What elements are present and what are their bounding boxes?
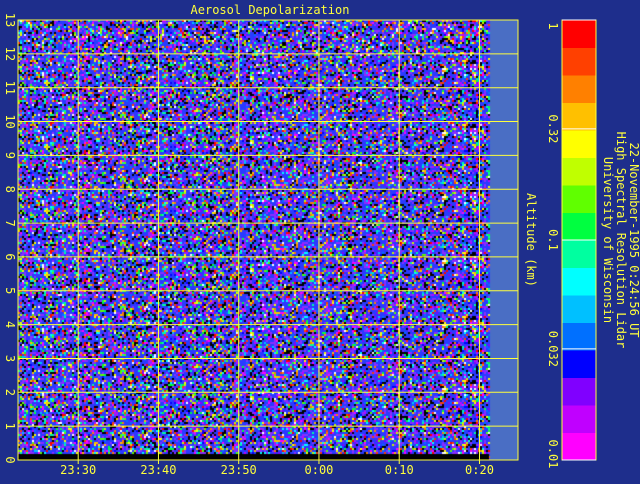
y-tick-label: 13 — [3, 13, 17, 27]
colorbar-segment — [562, 432, 596, 461]
colorbar-gradient — [561, 19, 597, 461]
y-tick-label: 0 — [3, 456, 17, 463]
colorbar-segment — [562, 240, 596, 268]
annotation-timestamp: 22-November-1995 0:24:56 UT — [627, 142, 640, 337]
x-tick-label: 0:00 — [305, 463, 334, 477]
y-tick-label: 11 — [3, 80, 17, 94]
colorbar-segment — [562, 267, 596, 296]
annotation-institution: University of Wisconsin — [601, 157, 615, 323]
colorbar-segment — [562, 157, 596, 186]
colorbar-segment — [562, 405, 596, 433]
y-axis-label: Altitude (km) — [524, 193, 538, 287]
colorbar-segment — [562, 322, 596, 351]
colorbar-tick-label: 0.32 — [546, 114, 560, 143]
y-tick-label: 3 — [3, 355, 17, 362]
colorbar: 0.01 0.032 0.1 0.32 1 — [546, 19, 597, 469]
x-tick-label: 23:50 — [221, 463, 257, 477]
x-tick-label: 0:10 — [385, 463, 414, 477]
colorbar-segment — [562, 350, 596, 378]
x-tick-label: 0:20 — [465, 463, 494, 477]
y-tick-label: 4 — [3, 321, 17, 328]
y-tick-label: 10 — [3, 114, 17, 128]
y-tick-label: 12 — [3, 47, 17, 61]
colorbar-segment — [562, 130, 596, 158]
colorbar-segment — [562, 102, 596, 131]
depolarization-heatmap — [18, 20, 518, 460]
x-tick-label: 23:40 — [140, 463, 176, 477]
y-tick-label: 9 — [3, 152, 17, 159]
colorbar-tick-label: 1 — [546, 22, 560, 29]
y-tick-label: 1 — [3, 423, 17, 430]
colorbar-segment — [562, 212, 596, 241]
colorbar-ticks: 0.01 0.032 0.1 0.32 1 — [546, 19, 596, 469]
x-tick-label: 23:30 — [60, 463, 96, 477]
chart-title: Aerosol Depolarization — [191, 3, 350, 17]
colorbar-segment — [562, 295, 596, 323]
plot-frame — [17, 19, 519, 461]
y-tick-label: 2 — [3, 389, 17, 396]
plot-grid — [18, 19, 518, 461]
y-tick-label: 8 — [3, 186, 17, 193]
instrument-annotation: University of Wisconsin High Spectral Re… — [601, 132, 640, 349]
colorbar-segment — [562, 75, 596, 103]
y-tick-label: 6 — [3, 253, 17, 260]
heatmap-area — [18, 20, 518, 460]
y-tick-label: 5 — [3, 287, 17, 294]
colorbar-tick-label: 0.01 — [546, 440, 560, 469]
colorbar-segment — [562, 377, 596, 406]
colorbar-segment — [562, 47, 596, 76]
y-tick-label: 7 — [3, 219, 17, 226]
x-axis-ticks: 23:30 23:40 23:50 0:00 0:10 0:20 — [60, 460, 494, 477]
colorbar-segment — [562, 185, 596, 213]
colorbar-tick-label: 0.032 — [546, 331, 560, 367]
colorbar-tick-label: 0.1 — [546, 229, 560, 251]
colorbar-segment — [562, 20, 596, 48]
annotation-instrument: High Spectral Resolution Lidar — [614, 132, 628, 349]
